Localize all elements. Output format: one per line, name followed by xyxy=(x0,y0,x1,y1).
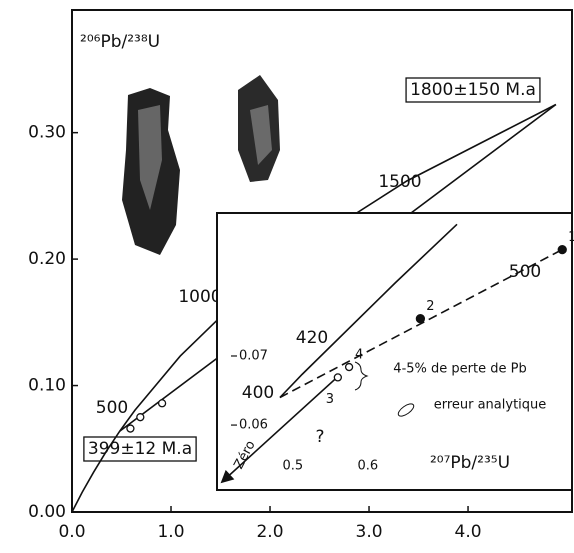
point-label: 1 xyxy=(568,230,574,245)
x-tick-label: 2.0 xyxy=(256,522,283,542)
annotation: 1500 xyxy=(378,172,421,192)
y-tick-label: 0.30 xyxy=(28,123,66,143)
annotation-box xyxy=(83,436,197,462)
annotation: ? xyxy=(315,427,324,447)
annotation: 399±12 M.a xyxy=(88,439,192,459)
data-point xyxy=(557,244,567,255)
annotation: 500 xyxy=(509,262,541,282)
brace xyxy=(354,361,369,391)
y-tick-label: 0.10 xyxy=(28,376,66,396)
inset-plot: 0.5 0.6 0.06 0.07 1 2 3 4 ²⁰⁷Pb/²³⁵U 420 400 500 4-5… xyxy=(216,212,574,491)
y-axis-label: ²⁰⁶Pb/²³⁸U xyxy=(80,32,160,52)
data-point xyxy=(344,362,354,372)
point-label: 3 xyxy=(326,392,334,407)
x-tick-label: 0.0 xyxy=(58,522,85,542)
x-tick-label: 1.0 xyxy=(157,522,184,542)
data-point xyxy=(157,399,167,408)
y-tick-label: 0.00 xyxy=(28,502,66,522)
data-point xyxy=(126,424,135,433)
x-tick-label: 4.0 xyxy=(455,522,482,542)
series-line xyxy=(279,223,458,399)
annotation: 1000 xyxy=(178,287,221,307)
plot-frame xyxy=(216,212,573,491)
annotation: 500 xyxy=(96,398,128,418)
annotation-box xyxy=(405,77,541,103)
annotation: 400 xyxy=(242,383,274,403)
data-point xyxy=(333,373,342,382)
data-point xyxy=(415,314,426,324)
series-line xyxy=(220,374,341,484)
annotation: erreur analytique xyxy=(434,398,547,413)
y-tick-label: 0.07 xyxy=(239,348,268,363)
x-axis-label: ²⁰⁷Pb/²³⁵U xyxy=(430,453,510,473)
annotation: 420 xyxy=(296,328,328,348)
annotation: 1800±150 M.a xyxy=(410,80,536,100)
zircon-photo-detail xyxy=(250,105,272,165)
annotation: 4-5% de perte de Pb xyxy=(393,362,526,377)
series-line xyxy=(279,248,563,399)
x-tick-label: 3.0 xyxy=(356,522,383,542)
data-point xyxy=(136,413,145,422)
point-label: 2 xyxy=(426,299,434,314)
x-tick-label: 0.6 xyxy=(358,459,379,474)
y-tick-label: 0.06 xyxy=(239,418,268,433)
y-tick-label: 0.20 xyxy=(28,249,66,269)
x-tick-label: 0.5 xyxy=(282,459,303,474)
error-ellipse xyxy=(397,403,415,417)
zircon-photo-detail xyxy=(138,105,162,210)
point-label: 4 xyxy=(355,348,363,363)
